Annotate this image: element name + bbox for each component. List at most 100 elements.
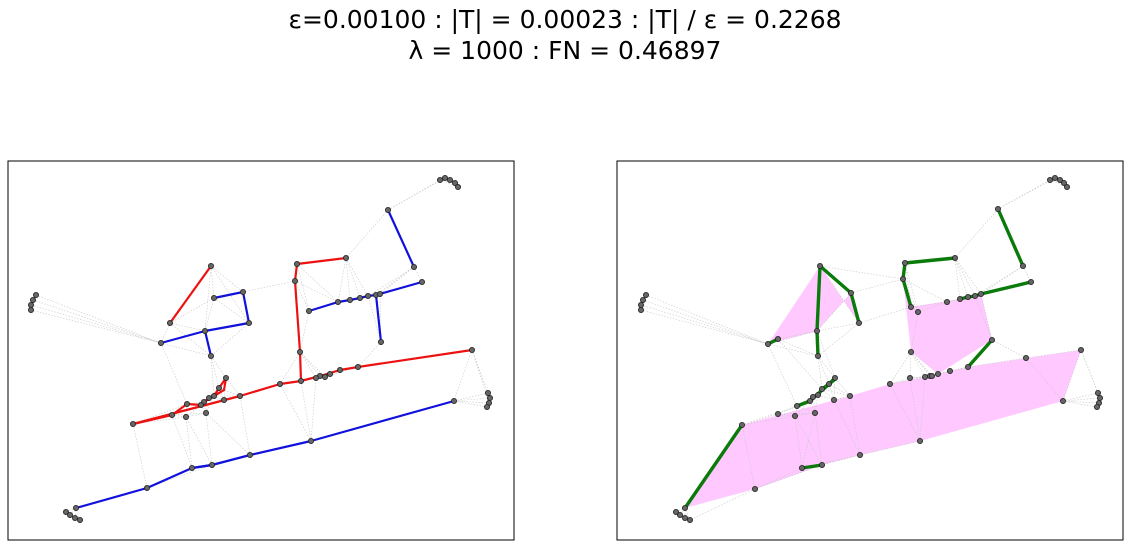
mesh-node bbox=[27, 301, 34, 308]
blue-path bbox=[386, 209, 416, 268]
mesh-edge bbox=[1096, 392, 1099, 408]
mesh-edge bbox=[889, 377, 911, 385]
mesh-node bbox=[63, 508, 70, 515]
mesh-node bbox=[202, 409, 209, 416]
mesh-node bbox=[1060, 397, 1067, 404]
mesh-node bbox=[887, 380, 894, 387]
red-path bbox=[169, 265, 212, 324]
mesh-edge bbox=[210, 265, 244, 293]
mesh-node bbox=[364, 292, 371, 299]
green-path bbox=[996, 208, 1025, 267]
mesh-node bbox=[815, 391, 822, 398]
mesh-edge bbox=[828, 383, 851, 397]
red-path bbox=[293, 263, 303, 382]
mesh-node bbox=[643, 291, 650, 298]
mesh-edge bbox=[387, 177, 446, 211]
mesh-node bbox=[210, 294, 217, 301]
mesh-node bbox=[197, 401, 204, 408]
mesh-edge bbox=[218, 387, 241, 397]
mesh-edge bbox=[30, 304, 162, 344]
mesh-node bbox=[908, 348, 915, 355]
mesh-edge bbox=[1062, 400, 1100, 404]
mesh-node bbox=[454, 183, 461, 190]
mesh-edge bbox=[817, 355, 823, 390]
red-path bbox=[132, 348, 473, 426]
mesh-edge bbox=[980, 265, 1024, 295]
mesh-edge bbox=[329, 366, 359, 375]
mesh-edge bbox=[204, 265, 212, 332]
mesh-edge bbox=[218, 387, 225, 401]
mesh-node bbox=[819, 385, 826, 392]
mesh-node bbox=[1020, 262, 1027, 269]
mesh-edge bbox=[794, 412, 816, 417]
mesh-node bbox=[72, 515, 79, 522]
mesh-node bbox=[935, 370, 942, 377]
mesh-node bbox=[900, 275, 907, 282]
mesh-node bbox=[814, 327, 821, 334]
mesh-node bbox=[673, 508, 680, 515]
mesh-node bbox=[129, 420, 136, 427]
mesh-node bbox=[239, 288, 246, 295]
mesh-node bbox=[220, 396, 227, 403]
mesh-node bbox=[183, 400, 190, 407]
mesh-edge bbox=[1062, 397, 1101, 402]
mesh-node bbox=[965, 293, 972, 300]
mesh-edge bbox=[741, 424, 756, 490]
filled-region bbox=[903, 279, 992, 374]
mesh-edge bbox=[345, 257, 361, 299]
mesh-node bbox=[1047, 176, 1054, 183]
mesh-node bbox=[307, 437, 314, 444]
mesh-node bbox=[201, 327, 208, 334]
mesh-edge bbox=[146, 464, 213, 489]
mesh-edge bbox=[859, 440, 921, 456]
mesh-node bbox=[483, 403, 490, 410]
mesh-edge bbox=[858, 306, 912, 324]
blue-path bbox=[75, 399, 455, 510]
mesh-edge bbox=[32, 299, 162, 344]
mesh-edge bbox=[379, 293, 382, 343]
mesh-node bbox=[296, 348, 303, 355]
mesh-edge bbox=[814, 394, 819, 414]
mesh-node bbox=[765, 340, 772, 347]
red-path bbox=[132, 377, 227, 426]
red-path bbox=[296, 256, 347, 266]
mesh-node bbox=[384, 206, 391, 213]
mesh-node bbox=[922, 373, 929, 380]
mesh-node bbox=[1061, 179, 1068, 186]
mesh-edge bbox=[684, 507, 691, 521]
mesh-node bbox=[810, 393, 817, 400]
mesh-edge bbox=[954, 208, 999, 259]
mesh-node bbox=[418, 278, 425, 285]
mesh-edge bbox=[345, 257, 369, 297]
mesh-node bbox=[377, 338, 384, 345]
mesh-node bbox=[246, 451, 253, 458]
mesh-node bbox=[682, 504, 689, 511]
mesh-edge bbox=[997, 177, 1056, 210]
mesh-node bbox=[77, 517, 84, 524]
mesh-edge bbox=[296, 263, 310, 312]
mesh-edge bbox=[279, 351, 301, 385]
mesh-node bbox=[819, 461, 826, 468]
mesh-edge bbox=[850, 278, 904, 294]
filled-region bbox=[768, 266, 859, 344]
mesh-node bbox=[486, 394, 493, 401]
mesh-node bbox=[215, 384, 222, 391]
mesh-edge bbox=[453, 349, 473, 402]
mesh-edge bbox=[640, 309, 769, 345]
mesh-node bbox=[739, 421, 746, 428]
mesh-edge bbox=[1080, 349, 1101, 399]
mesh-node bbox=[1097, 394, 1104, 401]
mesh-edge bbox=[375, 266, 415, 296]
mesh-node bbox=[831, 396, 838, 403]
mesh-edge bbox=[185, 412, 207, 418]
mesh-edge bbox=[300, 380, 312, 442]
mesh-edge bbox=[777, 330, 818, 340]
mesh-node bbox=[451, 179, 458, 186]
figure-title: ε=0.00100 : |T| = 0.00023 : |T| / ε = 0.… bbox=[0, 4, 1130, 66]
mesh-edge bbox=[30, 309, 162, 344]
mesh-edge bbox=[640, 304, 769, 345]
mesh-edge bbox=[185, 416, 213, 466]
mesh-node bbox=[944, 298, 951, 305]
mesh-edge bbox=[210, 322, 250, 357]
mesh-edge bbox=[75, 507, 81, 521]
